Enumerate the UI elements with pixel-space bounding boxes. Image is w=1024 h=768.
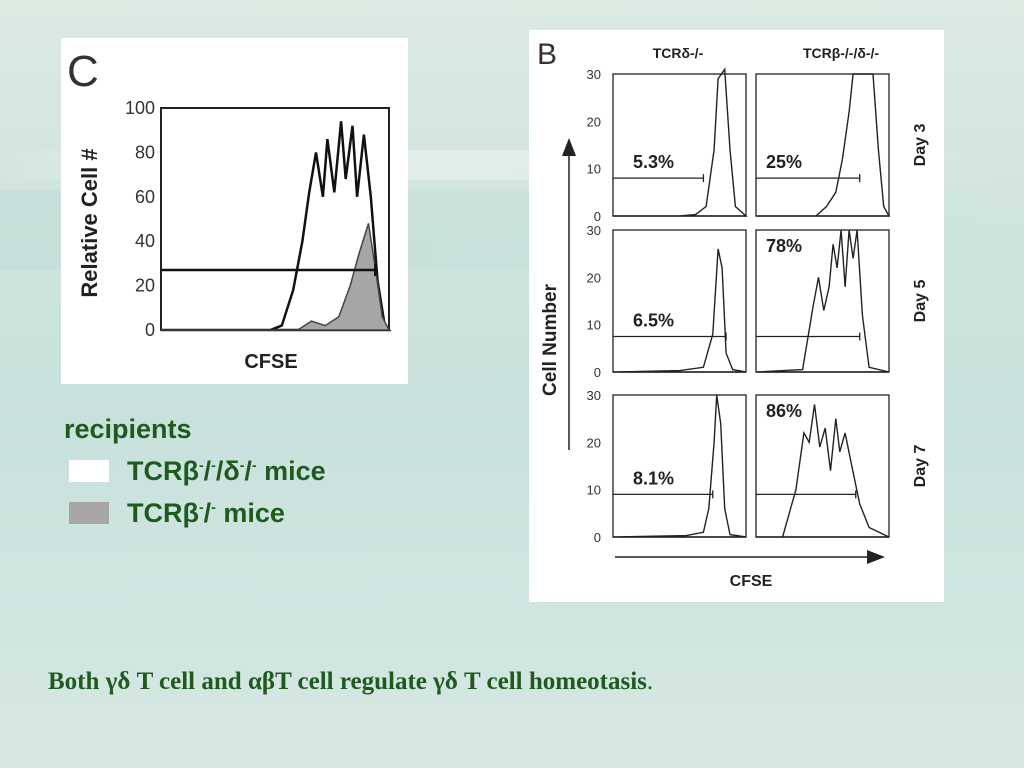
panel-b-percent-label: 5.3% xyxy=(633,152,674,172)
panel-b-subplot: 25% xyxy=(755,73,891,217)
panel-c-letter: C xyxy=(67,47,99,96)
panel-b-subplot-frame xyxy=(755,394,890,538)
panel-b-xaxis-arrowhead xyxy=(867,550,885,564)
panel-b-letter: B xyxy=(537,38,557,71)
panel-b-histogram-line xyxy=(756,73,891,217)
legend-swatch-white xyxy=(69,460,109,482)
panel-c-chart: C Relative Cell # 100 80 60 40 20 0 CFSE xyxy=(67,47,392,373)
legend-swatch-gray xyxy=(69,502,109,524)
legend-label-beta-knockout: TCRβ-/- mice xyxy=(127,497,285,528)
panel-b-column-header: TCRδ-/- xyxy=(653,45,704,61)
panel-c-ytick-label: 0 xyxy=(145,320,155,340)
panel-b-percent-label: 78% xyxy=(766,236,802,256)
panel-b-ytick-label: 20 xyxy=(587,270,601,285)
panel-b-ytick-label: 30 xyxy=(587,223,601,238)
panel-b-histogram-line xyxy=(755,229,890,373)
panel-b-subplot: 30 20 10 0 8.1% xyxy=(587,388,747,545)
recipients-legend: recipients TCRβ-/-/δ-/- mice TCRβ-/- mic… xyxy=(64,408,326,534)
panel-b-histogram-line xyxy=(612,248,747,373)
panel-b-figure: B TCRδ-/- TCRβ-/-/δ-/- Day 3 Day 5 Day 7 Ce… xyxy=(529,30,944,602)
panel-c-ylabel: Relative Cell # xyxy=(77,148,102,297)
panel-b-ylabel: Cell Number xyxy=(540,283,561,396)
panel-b-ytick-label: 10 xyxy=(587,318,601,333)
panel-b-subplot: 30 20 10 0 6.5% xyxy=(587,223,747,380)
panel-b-row-label: Day 5 xyxy=(912,280,929,323)
legend-item-double-knockout: TCRβ-/-/δ-/- mice xyxy=(64,450,326,492)
panel-b-subplot: 30 20 10 0 5.3% xyxy=(587,67,748,224)
panel-b-ytick-label: 20 xyxy=(587,114,601,129)
panel-c-xlabel: CFSE xyxy=(244,351,297,373)
panel-b-subplot-frame xyxy=(612,394,747,538)
panel-b-ytick-label: 10 xyxy=(587,483,601,498)
panel-c-ytick-label: 40 xyxy=(135,231,155,251)
panel-b-ytick-label: 30 xyxy=(587,67,601,82)
panel-c-ytick-label: 20 xyxy=(135,276,155,296)
panel-b-ytick-label: 10 xyxy=(587,162,601,177)
panel-b-subplot: 86% xyxy=(755,394,890,538)
panel-b-percent-label: 25% xyxy=(766,152,802,172)
slide-caption: Both γδ T cell and αβT cell regulate γδ … xyxy=(48,668,654,695)
panel-c-ytick-label: 80 xyxy=(135,142,155,162)
legend-label-double-knockout: TCRβ-/-/δ-/- mice xyxy=(127,455,326,486)
panel-b-subplot-frame xyxy=(755,73,890,217)
legend-item-beta-knockout: TCRβ-/- mice xyxy=(64,492,326,534)
panel-b-ytick-label: 0 xyxy=(594,365,601,380)
panel-b-ytick-label: 30 xyxy=(587,388,601,403)
panel-b-yaxis-arrowhead xyxy=(562,138,576,156)
panel-c-ytick-label: 60 xyxy=(135,187,155,207)
panel-b-histogram-line xyxy=(756,404,890,538)
panel-b-column-header: TCRβ-/-/δ-/- xyxy=(803,45,879,61)
panel-c-figure: C Relative Cell # 100 80 60 40 20 0 CFSE xyxy=(61,38,408,384)
panel-b-percent-label: 86% xyxy=(766,401,802,421)
legend-title: recipients xyxy=(64,413,192,444)
panel-c-ytick-label: 100 xyxy=(125,98,155,118)
panel-b-xlabel: CFSE xyxy=(730,573,773,590)
panel-b-chart: B TCRδ-/- TCRβ-/-/δ-/- Day 3 Day 5 Day 7 Ce… xyxy=(537,38,929,590)
panel-b-percent-label: 8.1% xyxy=(633,468,674,488)
panel-b-histogram-line xyxy=(613,67,748,217)
panel-b-ytick-label: 0 xyxy=(594,209,601,224)
panel-b-ytick-label: 0 xyxy=(594,530,601,545)
panel-b-subplot: 78% xyxy=(755,229,890,373)
panel-b-ytick-label: 20 xyxy=(587,435,601,450)
panel-b-percent-label: 6.5% xyxy=(633,311,674,331)
panel-b-histogram-line xyxy=(612,394,747,538)
panel-b-row-label: Day 3 xyxy=(912,124,929,167)
panel-b-row-label: Day 7 xyxy=(912,445,929,488)
